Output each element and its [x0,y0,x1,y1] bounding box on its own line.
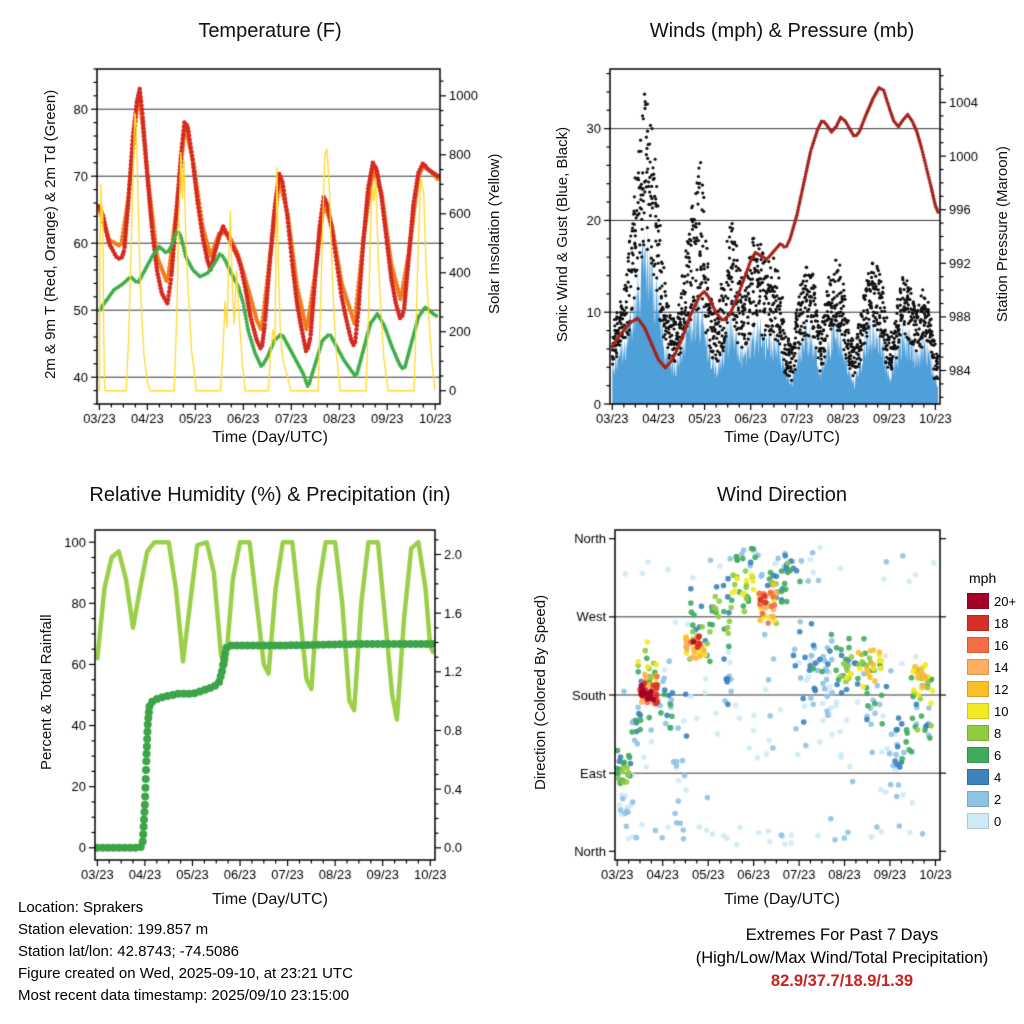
colorbar-swatch [967,637,989,653]
colorbar-entry: 18 [967,612,1024,634]
colorbar-label: 0 [994,813,1002,829]
extremes-summary: Extremes For Past 7 Days (High/Low/Max W… [660,924,1024,993]
colorbar-label: 18 [994,615,1009,631]
colorbar-entry: 10 [967,700,1024,722]
colorbar-entry: 12 [967,678,1024,700]
colorbar-entry: 6 [967,744,1024,766]
speed-colorbar: mph 20+ 18 16 14 12 10 8 6 4 2 0 [967,570,1024,832]
station-info-elevation: Station elevation: 199.857 m [18,921,209,938]
colorbar-label: 8 [994,725,1002,741]
winds-pressure-chart-canvas [552,54,1012,434]
colorbar-label: 20+ [994,593,1017,609]
colorbar-swatch [967,791,989,807]
colorbar-label: 2 [994,791,1002,807]
colorbar-label: 10 [994,703,1009,719]
humidity-chart-title: Relative Humidity (%) & Precipitation (i… [89,484,451,506]
extremes-subtitle: (High/Low/Max Wind/Total Precipitation) [695,949,989,967]
temperature-chart-title: Temperature (F) [198,20,342,42]
colorbar-swatch [967,681,989,697]
extremes-values: 82.9/37.7/18.9/1.39 [770,972,914,990]
colorbar-entry: 20+ [967,590,1024,612]
colorbar-label: 6 [994,747,1002,763]
colorbar-swatch [967,813,989,829]
station-info-timestamp: Most recent data timestamp: 2025/09/10 2… [18,987,350,1004]
colorbar-entry: 8 [967,722,1024,744]
temperature-chart-canvas [40,54,500,434]
station-info-created: Figure created on Wed, 2025-09-10, at 23… [18,965,353,982]
station-info-location: Location: Sprakers [18,899,144,916]
colorbar-label: 4 [994,769,1002,785]
station-info: Location: Sprakers Station elevation: 19… [18,897,353,1007]
wind-direction-chart-canvas [552,515,1012,895]
colorbar-swatch [967,703,989,719]
colorbar-entry: 14 [967,656,1024,678]
colorbar-swatch [967,615,989,631]
colorbar-title: mph [969,570,997,586]
temperature-chart: Temperature (F) 2m & 9m T (Red, Orange) … [0,4,512,470]
wind-direction-chart: Wind Direction Direction (Colored By Spe… [512,470,1024,920]
colorbar-label: 12 [994,681,1009,697]
colorbar-entry: 16 [967,634,1024,656]
colorbar-entries: 20+ 18 16 14 12 10 8 6 4 2 0 [967,590,1024,832]
colorbar-swatch [967,593,989,609]
colorbar-swatch [967,769,989,785]
colorbar-swatch [967,747,989,763]
winds-x-axis-label: Time (Day/UTC) [724,429,840,446]
colorbar-entry: 0 [967,810,1024,832]
colorbar-entry: 2 [967,788,1024,810]
humidity-precipitation-chart: Relative Humidity (%) & Precipitation (i… [0,470,512,920]
colorbar-swatch [967,659,989,675]
station-info-latlon: Station lat/lon: 42.8743; -74.5086 [18,943,240,960]
humidity-chart-canvas [40,515,500,895]
colorbar-label: 16 [994,637,1009,653]
colorbar-entry: 4 [967,766,1024,788]
colorbar-label: 14 [994,659,1009,675]
winds-pressure-chart: Winds (mph) & Pressure (mb) Sonic Wind &… [512,4,1024,470]
wind-direction-x-axis-label: Time (Day/UTC) [724,891,840,908]
humidity-x-axis-label: Time (Day/UTC) [212,891,328,908]
direction-left-axis-label: Direction (Colored By Speed) [532,594,549,790]
temperature-x-axis-label: Time (Day/UTC) [212,429,328,446]
extremes-title: Extremes For Past 7 Days [745,926,939,944]
wind-direction-chart-title: Wind Direction [716,484,848,506]
winds-pressure-chart-title: Winds (mph) & Pressure (mb) [649,20,915,42]
colorbar-swatch [967,725,989,741]
